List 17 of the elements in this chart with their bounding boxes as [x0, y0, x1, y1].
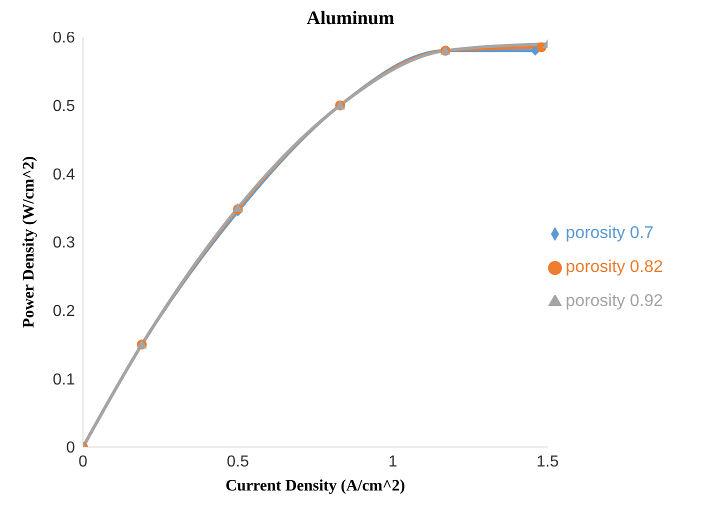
y-axis-title: Power Density (W/cm^2): [20, 156, 38, 328]
y-tick-label: 0: [66, 440, 76, 457]
y-tick-label: 0.3: [52, 234, 76, 252]
legend-label: porosity 0.7: [566, 223, 654, 242]
x-axis-title: Current Density (A/cm^2): [226, 477, 406, 494]
legend-label: porosity 0.92: [566, 291, 663, 310]
chart-title: Aluminum: [306, 8, 394, 29]
x-tick-label: 0.5: [226, 453, 250, 470]
x-tick-label: 1: [388, 453, 398, 470]
y-tick-label: 0.2: [52, 303, 76, 320]
y-tick-label: 0.4: [52, 166, 76, 184]
y-tick-label: 0.5: [52, 98, 76, 116]
point: [232, 202, 243, 212]
legend-label: porosity 0.82: [566, 257, 663, 276]
x-tick-label: 1.5: [536, 453, 559, 470]
x-tick-label: 0: [78, 453, 88, 470]
y-tick-label: 0.1: [52, 371, 76, 388]
